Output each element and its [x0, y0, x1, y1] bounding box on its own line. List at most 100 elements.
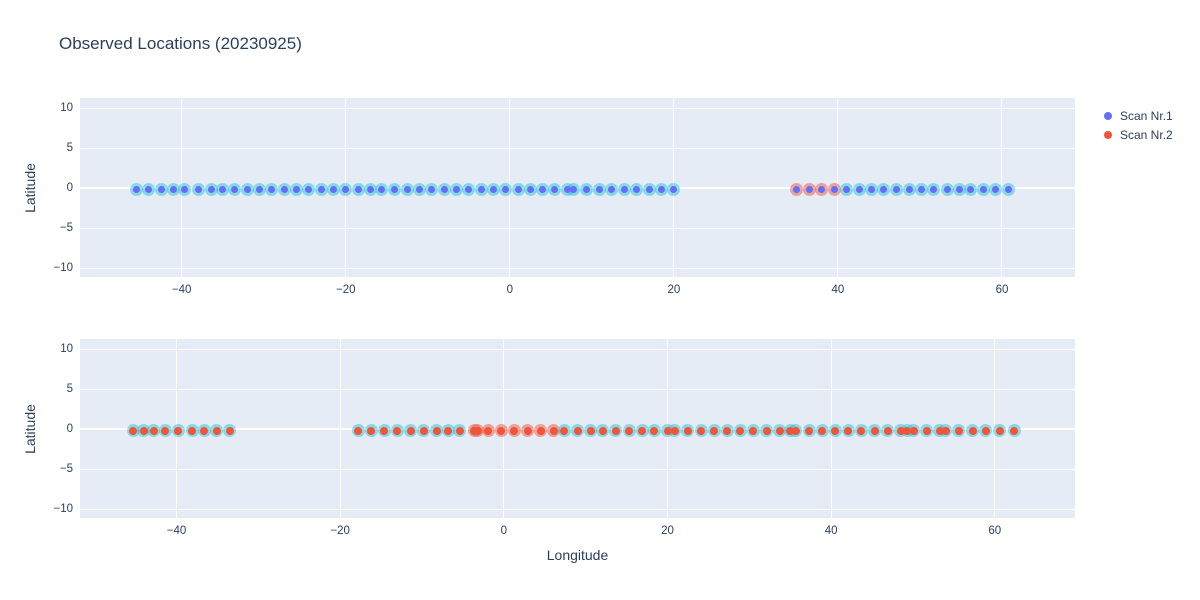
y-gridline: [80, 267, 1075, 269]
scan-dot-marker: [416, 186, 424, 194]
scan-dot-marker: [883, 426, 892, 435]
scan-dot-marker: [510, 426, 519, 435]
scan-dot-marker: [489, 186, 497, 194]
scan-dot-marker: [526, 186, 534, 194]
scan-dot-marker: [595, 186, 603, 194]
scan-dot-marker: [380, 426, 389, 435]
scan-dot-marker: [170, 186, 177, 194]
scan-dot-marker: [560, 426, 569, 435]
scan-dot-marker: [514, 186, 522, 194]
scan-dot-marker: [663, 426, 672, 435]
scan-dot-marker: [896, 426, 905, 435]
scan-dot-marker: [1005, 186, 1013, 194]
y-gridline: [80, 107, 1075, 109]
scan-dot-marker: [523, 426, 532, 435]
scan-dot-marker: [539, 186, 547, 194]
scan-dot-marker: [922, 426, 931, 435]
scan-dot-marker: [563, 186, 571, 194]
scan-dot-marker: [1010, 426, 1019, 435]
scan-dot-marker: [905, 186, 913, 194]
scan-dot-marker: [981, 426, 990, 435]
legend-item-scan1[interactable]: Scan Nr.1: [1104, 106, 1173, 125]
scan-dot-marker: [638, 426, 647, 435]
scan-dot-marker: [549, 426, 558, 435]
scan-dot-marker: [444, 426, 453, 435]
y-tick-label: 5: [66, 383, 73, 396]
scan-dot-marker: [775, 426, 784, 435]
scan-dot-marker: [935, 426, 944, 435]
scan-dot-marker: [736, 426, 745, 435]
scan-dot-marker: [697, 426, 706, 435]
scan-dot-marker: [857, 426, 866, 435]
scan-dot-marker: [570, 186, 578, 194]
scan-dot-marker: [194, 186, 202, 194]
scan-dot-marker: [465, 186, 473, 194]
scan-dot-marker: [583, 186, 591, 194]
y-tick-label: −5: [59, 222, 73, 235]
scan-dot-marker: [573, 426, 582, 435]
scan-dot-marker: [967, 186, 975, 194]
scan-dot-marker: [670, 186, 678, 194]
scan-dot-marker: [304, 186, 312, 194]
x-tick-label: −20: [330, 525, 350, 537]
x-tick-label: 40: [824, 525, 838, 537]
x-tick-label: −20: [336, 284, 356, 296]
y-tick-label: 0: [66, 182, 73, 195]
scan-dot-marker: [393, 426, 402, 435]
scan-dot-marker: [918, 186, 926, 194]
scan-dot-marker: [831, 426, 840, 435]
scan-dot-marker: [149, 426, 158, 435]
scan-dot-marker: [955, 186, 963, 194]
scan-dot-marker: [133, 186, 141, 194]
x-tick-label: 60: [988, 525, 1002, 537]
x-tick-label: 20: [661, 525, 674, 537]
legend-item-scan2[interactable]: Scan Nr.2: [1104, 125, 1173, 144]
scan-dot-marker: [710, 426, 719, 435]
legend-label-scan1: Scan Nr.1: [1120, 108, 1173, 123]
y-zero-line: [80, 187, 1075, 190]
scan-dot-marker: [440, 186, 448, 194]
scan-dot-marker: [625, 426, 634, 435]
scan-dot-marker: [749, 426, 758, 435]
scan-dot-marker: [477, 186, 485, 194]
scan-dot-marker: [805, 426, 814, 435]
scan-dot-marker: [645, 186, 653, 194]
scan-dot-marker: [818, 186, 826, 194]
scan-dot-marker: [473, 426, 482, 435]
scan-dot-marker: [329, 186, 337, 194]
scan-dot-marker: [455, 426, 464, 435]
scan-dot-marker: [793, 186, 801, 194]
scan-dot-marker: [139, 426, 148, 435]
scan-dot-marker: [188, 426, 197, 435]
scan-dot-marker: [650, 426, 659, 435]
scan-dot-marker: [843, 186, 851, 194]
legend: Scan Nr.1 Scan Nr.2: [1104, 106, 1173, 144]
scan-dot-marker: [608, 186, 616, 194]
scan-dot-marker: [174, 426, 183, 435]
scan-dot-marker: [354, 426, 363, 435]
y-tick-label: 5: [66, 142, 73, 155]
chart-title: Observed Locations (20230925): [59, 34, 302, 53]
scan-dot-marker: [831, 186, 839, 194]
scan-dot-marker: [844, 426, 853, 435]
scan-dot-marker: [293, 186, 301, 194]
scan-dot-marker: [903, 426, 912, 435]
y-gridline: [80, 348, 1075, 350]
scan-dot-marker: [157, 186, 165, 194]
subplot-2-y-axis-title: Latitude: [22, 403, 38, 454]
scan-dot-marker: [342, 186, 350, 194]
subplot-1-y-axis-title: Latitude: [22, 162, 38, 213]
scan-dot-marker: [200, 426, 209, 435]
y-gridline: [80, 388, 1075, 390]
scan-dot-marker: [621, 186, 629, 194]
y-tick-label: 0: [66, 423, 73, 436]
y-gridline: [80, 147, 1075, 149]
scan-dot-marker: [941, 426, 950, 435]
scan2-legend-dot-icon: [1104, 130, 1112, 139]
scan-dot-marker: [611, 426, 620, 435]
y-tick-label: −5: [59, 463, 73, 476]
scan-dot-marker: [502, 186, 510, 194]
scan-dot-marker: [212, 426, 221, 435]
subplot-2-plot-area: [80, 339, 1075, 518]
scan-dot-marker: [909, 426, 918, 435]
